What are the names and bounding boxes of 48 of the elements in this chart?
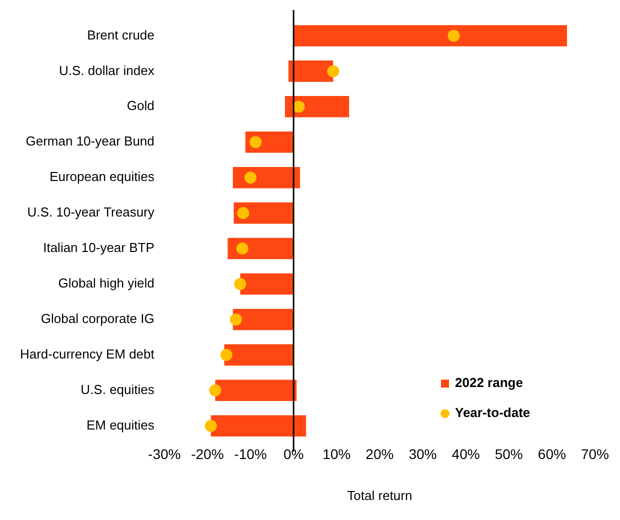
x-axis-title: Total return (347, 488, 412, 503)
y-tick-label: German 10-year Bund (26, 134, 154, 149)
bar (288, 60, 334, 82)
bar (240, 273, 294, 295)
legend-label: Year-to-date (455, 405, 530, 420)
point (220, 348, 232, 361)
x-tick-label: 0% (283, 446, 304, 462)
y-tick-label: U.S. dollar index (58, 62, 155, 78)
x-tick-label: 40% (452, 446, 480, 462)
x-tick-label: 20% (366, 446, 394, 462)
y-tick-label: European equities (50, 169, 155, 184)
x-tick-label: 30% (408, 446, 437, 462)
point (204, 420, 217, 432)
legend-label: 2022 range (455, 375, 523, 390)
y-tick-label: Global corporate IG (40, 311, 154, 326)
point (236, 242, 248, 255)
x-tick-label: 60% (538, 446, 566, 462)
y-tick-label: Gold (126, 98, 154, 114)
point (209, 384, 222, 396)
point (448, 30, 460, 42)
point (230, 313, 242, 326)
bar (210, 415, 306, 437)
bar (284, 96, 350, 118)
bar (228, 238, 294, 260)
bar (232, 308, 294, 330)
point (237, 207, 250, 220)
x-tick-label: 70% (580, 446, 610, 462)
y-tick-label: U.S. 10-year Treasury (27, 204, 155, 220)
point (250, 136, 262, 148)
x-tick-label: 50% (494, 446, 523, 462)
bar (234, 202, 294, 224)
y-tick-label: Italian 10-year BTP (43, 240, 154, 256)
bar (224, 344, 294, 366)
bar (215, 380, 297, 402)
point (244, 172, 257, 184)
x-tick-label: -30% (148, 446, 181, 462)
y-tick-label: Global high yield (58, 276, 154, 291)
x-tick-label: -20% (191, 446, 224, 462)
bar (294, 25, 568, 46)
point (292, 100, 305, 113)
y-tick-label: EM equities (86, 417, 155, 432)
point (234, 278, 246, 290)
x-tick-label: -10% (234, 446, 267, 462)
y-tick-label: Hard-currency EM debt (20, 346, 155, 362)
y-tick-label: U.S. equities (80, 382, 155, 397)
x-tick-label: 10% (322, 446, 351, 462)
point (327, 65, 340, 78)
y-tick-label: Brent crude (87, 27, 154, 42)
